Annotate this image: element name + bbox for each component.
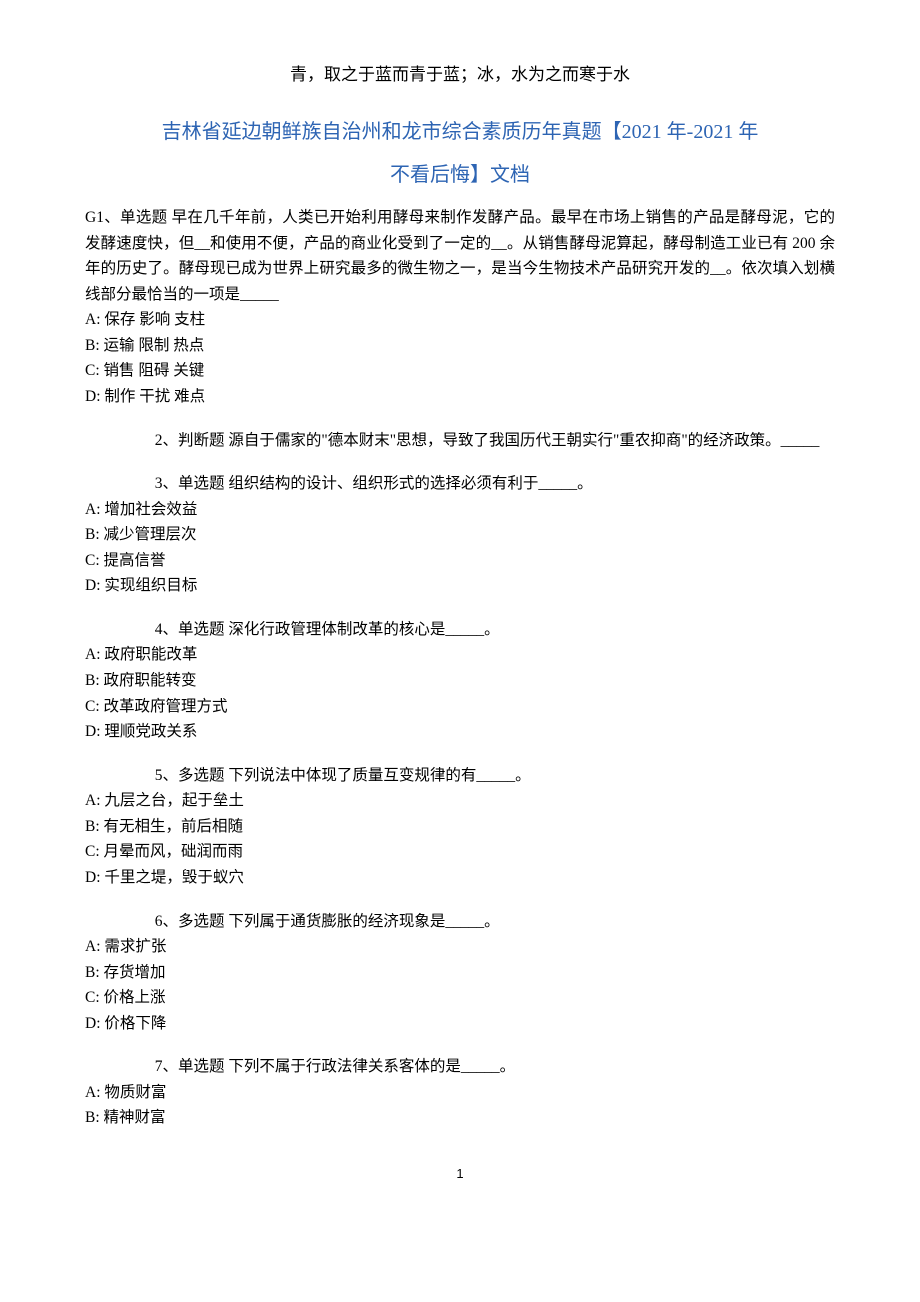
- question-option: D: 制作 干扰 难点: [85, 384, 835, 410]
- question-block: 7、单选题 下列不属于行政法律关系客体的是_____。A: 物质财富B: 精神财…: [85, 1054, 835, 1131]
- question-option: A: 增加社会效益: [85, 497, 835, 523]
- question-option: B: 有无相生，前后相随: [85, 814, 835, 840]
- question-option: B: 精神财富: [85, 1105, 835, 1131]
- page-number: 1: [85, 1166, 835, 1181]
- document-title-line2: 不看后悔】文档: [85, 158, 835, 187]
- question-block: 4、单选题 深化行政管理体制改革的核心是_____。A: 政府职能改革B: 政府…: [85, 617, 835, 745]
- question-option: B: 减少管理层次: [85, 522, 835, 548]
- question-option: A: 需求扩张: [85, 934, 835, 960]
- question-stem: G1、单选题 早在几千年前，人类已开始利用酵母来制作发酵产品。最早在市场上销售的…: [85, 205, 835, 307]
- epigraph-text: 青，取之于蓝而青于蓝；冰，水为之而寒于水: [85, 60, 835, 85]
- question-stem: 4、单选题 深化行政管理体制改革的核心是_____。: [85, 617, 835, 643]
- questions-container: G1、单选题 早在几千年前，人类已开始利用酵母来制作发酵产品。最早在市场上销售的…: [85, 205, 835, 1131]
- question-stem: 6、多选题 下列属于通货膨胀的经济现象是_____。: [85, 909, 835, 935]
- question-block: 2、判断题 源自于儒家的"德本财末"思想，导致了我国历代王朝实行"重农抑商"的经…: [85, 428, 835, 454]
- question-block: 3、单选题 组织结构的设计、组织形式的选择必须有利于_____。A: 增加社会效…: [85, 471, 835, 599]
- question-option: B: 政府职能转变: [85, 668, 835, 694]
- question-option: A: 物质财富: [85, 1080, 835, 1106]
- question-stem: 5、多选题 下列说法中体现了质量互变规律的有_____。: [85, 763, 835, 789]
- question-option: D: 理顺党政关系: [85, 719, 835, 745]
- question-option: C: 改革政府管理方式: [85, 694, 835, 720]
- question-option: C: 销售 阻碍 关键: [85, 358, 835, 384]
- question-option: A: 政府职能改革: [85, 642, 835, 668]
- question-option: D: 价格下降: [85, 1011, 835, 1037]
- question-block: 6、多选题 下列属于通货膨胀的经济现象是_____。A: 需求扩张B: 存货增加…: [85, 909, 835, 1037]
- question-option: C: 价格上涨: [85, 985, 835, 1011]
- document-title-line1: 吉林省延边朝鲜族自治州和龙市综合素质历年真题【2021 年-2021 年: [85, 115, 835, 144]
- question-option: B: 存货增加: [85, 960, 835, 986]
- question-stem: 2、判断题 源自于儒家的"德本财末"思想，导致了我国历代王朝实行"重农抑商"的经…: [85, 428, 835, 454]
- question-option: C: 提高信誉: [85, 548, 835, 574]
- question-stem: 7、单选题 下列不属于行政法律关系客体的是_____。: [85, 1054, 835, 1080]
- question-option: A: 保存 影响 支柱: [85, 307, 835, 333]
- question-option: B: 运输 限制 热点: [85, 333, 835, 359]
- question-stem: 3、单选题 组织结构的设计、组织形式的选择必须有利于_____。: [85, 471, 835, 497]
- question-block: G1、单选题 早在几千年前，人类已开始利用酵母来制作发酵产品。最早在市场上销售的…: [85, 205, 835, 410]
- question-option: C: 月晕而风，础润而雨: [85, 839, 835, 865]
- question-block: 5、多选题 下列说法中体现了质量互变规律的有_____。A: 九层之台，起于垒土…: [85, 763, 835, 891]
- question-option: D: 实现组织目标: [85, 573, 835, 599]
- question-option: A: 九层之台，起于垒土: [85, 788, 835, 814]
- question-option: D: 千里之堤，毁于蚁穴: [85, 865, 835, 891]
